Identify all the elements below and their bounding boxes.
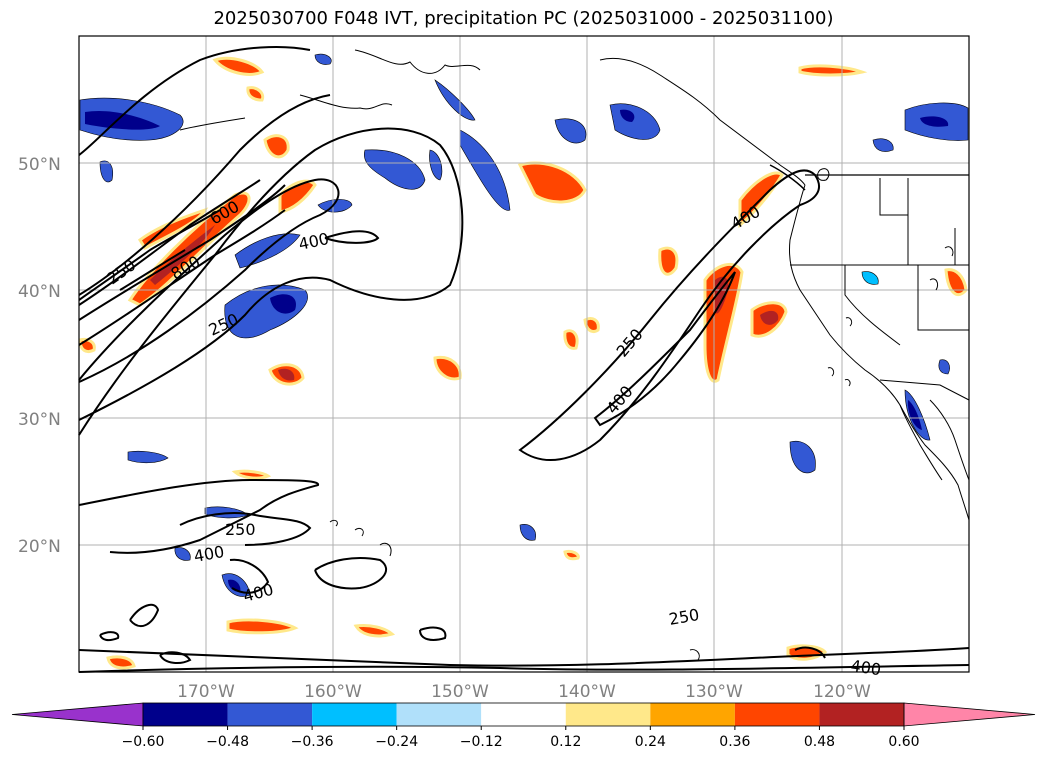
- precip-shading: [78, 53, 969, 670]
- precip-blob: [798, 64, 868, 77]
- precip-blob: [85, 110, 160, 130]
- precip-blob: [150, 225, 215, 285]
- colorbar-tick-label: 0.36: [719, 734, 750, 750]
- gridlines: [79, 36, 969, 672]
- colorbar-tick-label: −0.60: [122, 734, 165, 750]
- colorbar-cell: [143, 703, 228, 726]
- ivt-contours: [78, 46, 970, 673]
- precip-blob: [212, 56, 265, 76]
- lon-label: 120°W: [813, 682, 871, 702]
- precip-blob: [228, 579, 241, 592]
- precip-blob: [861, 271, 879, 285]
- precip-blob: [364, 149, 426, 190]
- precip-blob: [127, 450, 169, 464]
- colorbar-frame: [142, 702, 905, 727]
- colorbar-cell: [819, 703, 904, 726]
- coastlines: [179, 49, 970, 661]
- precip-blob: [872, 138, 894, 152]
- precip-blob: [106, 655, 136, 670]
- precip-blob: [278, 368, 295, 381]
- plot-area: [79, 36, 969, 672]
- latitude-labels: 50°N 40°N 30°N 20°N: [18, 155, 61, 557]
- lon-label: 140°W: [558, 682, 616, 702]
- precip-blob: [563, 329, 579, 350]
- precip-blob: [234, 233, 301, 269]
- contour-label: 400: [849, 656, 882, 679]
- colorbar-tick-label: 0.24: [635, 734, 666, 750]
- lon-label: 150°W: [431, 682, 489, 702]
- precip-blob: [789, 440, 816, 474]
- precip-blob: [429, 149, 443, 181]
- colorbar-tick-label: −0.12: [460, 734, 503, 750]
- precip-blob: [907, 400, 922, 430]
- precip-blob: [246, 86, 265, 102]
- colorbar-cell: [565, 703, 651, 726]
- precip-blob: [226, 618, 299, 635]
- colorbar-tick-label: 0.12: [550, 734, 581, 750]
- colorbar-cell: [734, 703, 820, 726]
- colorbar-cell: [396, 703, 482, 726]
- precip-blob: [270, 294, 296, 314]
- lon-label: 170°W: [177, 682, 235, 702]
- precip-blob: [563, 550, 580, 561]
- colorbar-cell: [227, 703, 313, 726]
- precip-blob: [174, 547, 191, 561]
- precip-blob: [231, 469, 272, 480]
- precip-blob: [137, 207, 209, 250]
- colorbar-cell: [650, 703, 735, 726]
- precip-blob: [517, 161, 587, 204]
- precip-blob: [938, 359, 950, 375]
- colorbar: −0.60 −0.48 −0.36 −0.24 −0.12 0.12 0.24 0.36 0.4…: [11, 702, 1036, 750]
- precip-blob: [658, 246, 679, 276]
- lon-label: 130°W: [685, 682, 743, 702]
- precip-blob: [78, 338, 96, 354]
- precip-blob: [760, 310, 779, 325]
- precip-blob: [263, 134, 290, 159]
- precip-blob: [519, 524, 536, 541]
- precip-blob: [353, 624, 396, 638]
- precip-blob: [620, 109, 635, 122]
- plot-frame: [78, 35, 970, 673]
- colorbar-tick-label: −0.48: [206, 734, 249, 750]
- precip-blob: [99, 160, 113, 183]
- precip-blob: [434, 79, 476, 121]
- colorbar-tick-label: −0.36: [291, 734, 334, 750]
- colorbar-extend-low: [11, 702, 144, 727]
- colorbar-tick-label: 0.48: [804, 734, 835, 750]
- colorbar-cell: [312, 703, 397, 726]
- lat-label: 30°N: [18, 410, 61, 430]
- precip-blob: [459, 129, 511, 211]
- map-title: 2025030700 F048 IVT, precipitation PC (2…: [213, 8, 834, 29]
- precip-blob: [314, 53, 332, 65]
- lat-label: 20°N: [18, 537, 61, 557]
- longitude-labels: 170°W 160°W 150°W 140°W 130°W 120°W: [177, 682, 871, 702]
- colorbar-tick-label: −0.24: [375, 734, 418, 750]
- colorbar-ticks: −0.60 −0.48 −0.36 −0.24 −0.12 0.12 0.24 0.36 0.4…: [122, 726, 920, 750]
- lat-label: 40°N: [18, 282, 61, 302]
- colorbar-cell: [481, 703, 566, 726]
- contour-label: 250: [225, 520, 256, 539]
- lat-label: 50°N: [18, 155, 61, 175]
- colorbar-extend-high: [903, 702, 1036, 727]
- lon-label: 160°W: [304, 682, 362, 702]
- colorbar-tick-label: 0.60: [888, 734, 919, 750]
- precip-blob: [920, 116, 949, 127]
- precip-blob: [554, 118, 587, 144]
- colorbar-cells: [11, 702, 1036, 727]
